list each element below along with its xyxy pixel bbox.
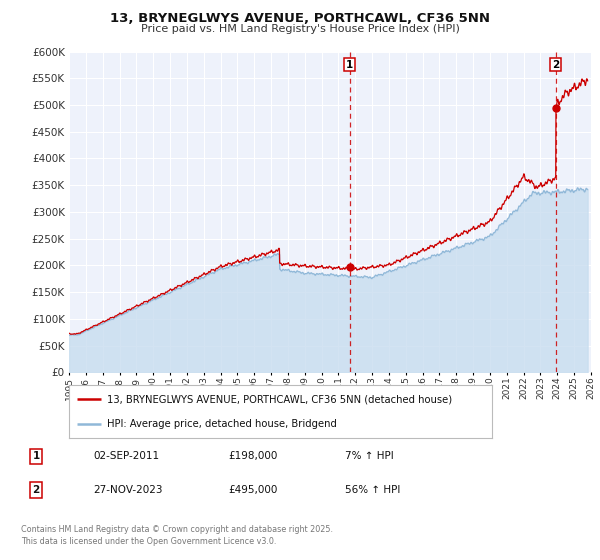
Text: 13, BRYNEGLWYS AVENUE, PORTHCAWL, CF36 5NN: 13, BRYNEGLWYS AVENUE, PORTHCAWL, CF36 5… <box>110 12 490 25</box>
Text: 2: 2 <box>552 59 559 69</box>
Text: Price paid vs. HM Land Registry's House Price Index (HPI): Price paid vs. HM Land Registry's House … <box>140 24 460 34</box>
Text: 1: 1 <box>346 59 353 69</box>
Text: £495,000: £495,000 <box>228 485 277 495</box>
Text: 56% ↑ HPI: 56% ↑ HPI <box>345 485 400 495</box>
Text: 7% ↑ HPI: 7% ↑ HPI <box>345 451 394 461</box>
Text: 27-NOV-2023: 27-NOV-2023 <box>93 485 163 495</box>
Text: 02-SEP-2011: 02-SEP-2011 <box>93 451 159 461</box>
Text: 13, BRYNEGLWYS AVENUE, PORTHCAWL, CF36 5NN (detached house): 13, BRYNEGLWYS AVENUE, PORTHCAWL, CF36 5… <box>107 394 452 404</box>
Text: Contains HM Land Registry data © Crown copyright and database right 2025.
This d: Contains HM Land Registry data © Crown c… <box>21 525 333 546</box>
Text: HPI: Average price, detached house, Bridgend: HPI: Average price, detached house, Brid… <box>107 419 337 429</box>
Text: 2: 2 <box>32 485 40 495</box>
Text: 1: 1 <box>32 451 40 461</box>
Text: £198,000: £198,000 <box>228 451 277 461</box>
